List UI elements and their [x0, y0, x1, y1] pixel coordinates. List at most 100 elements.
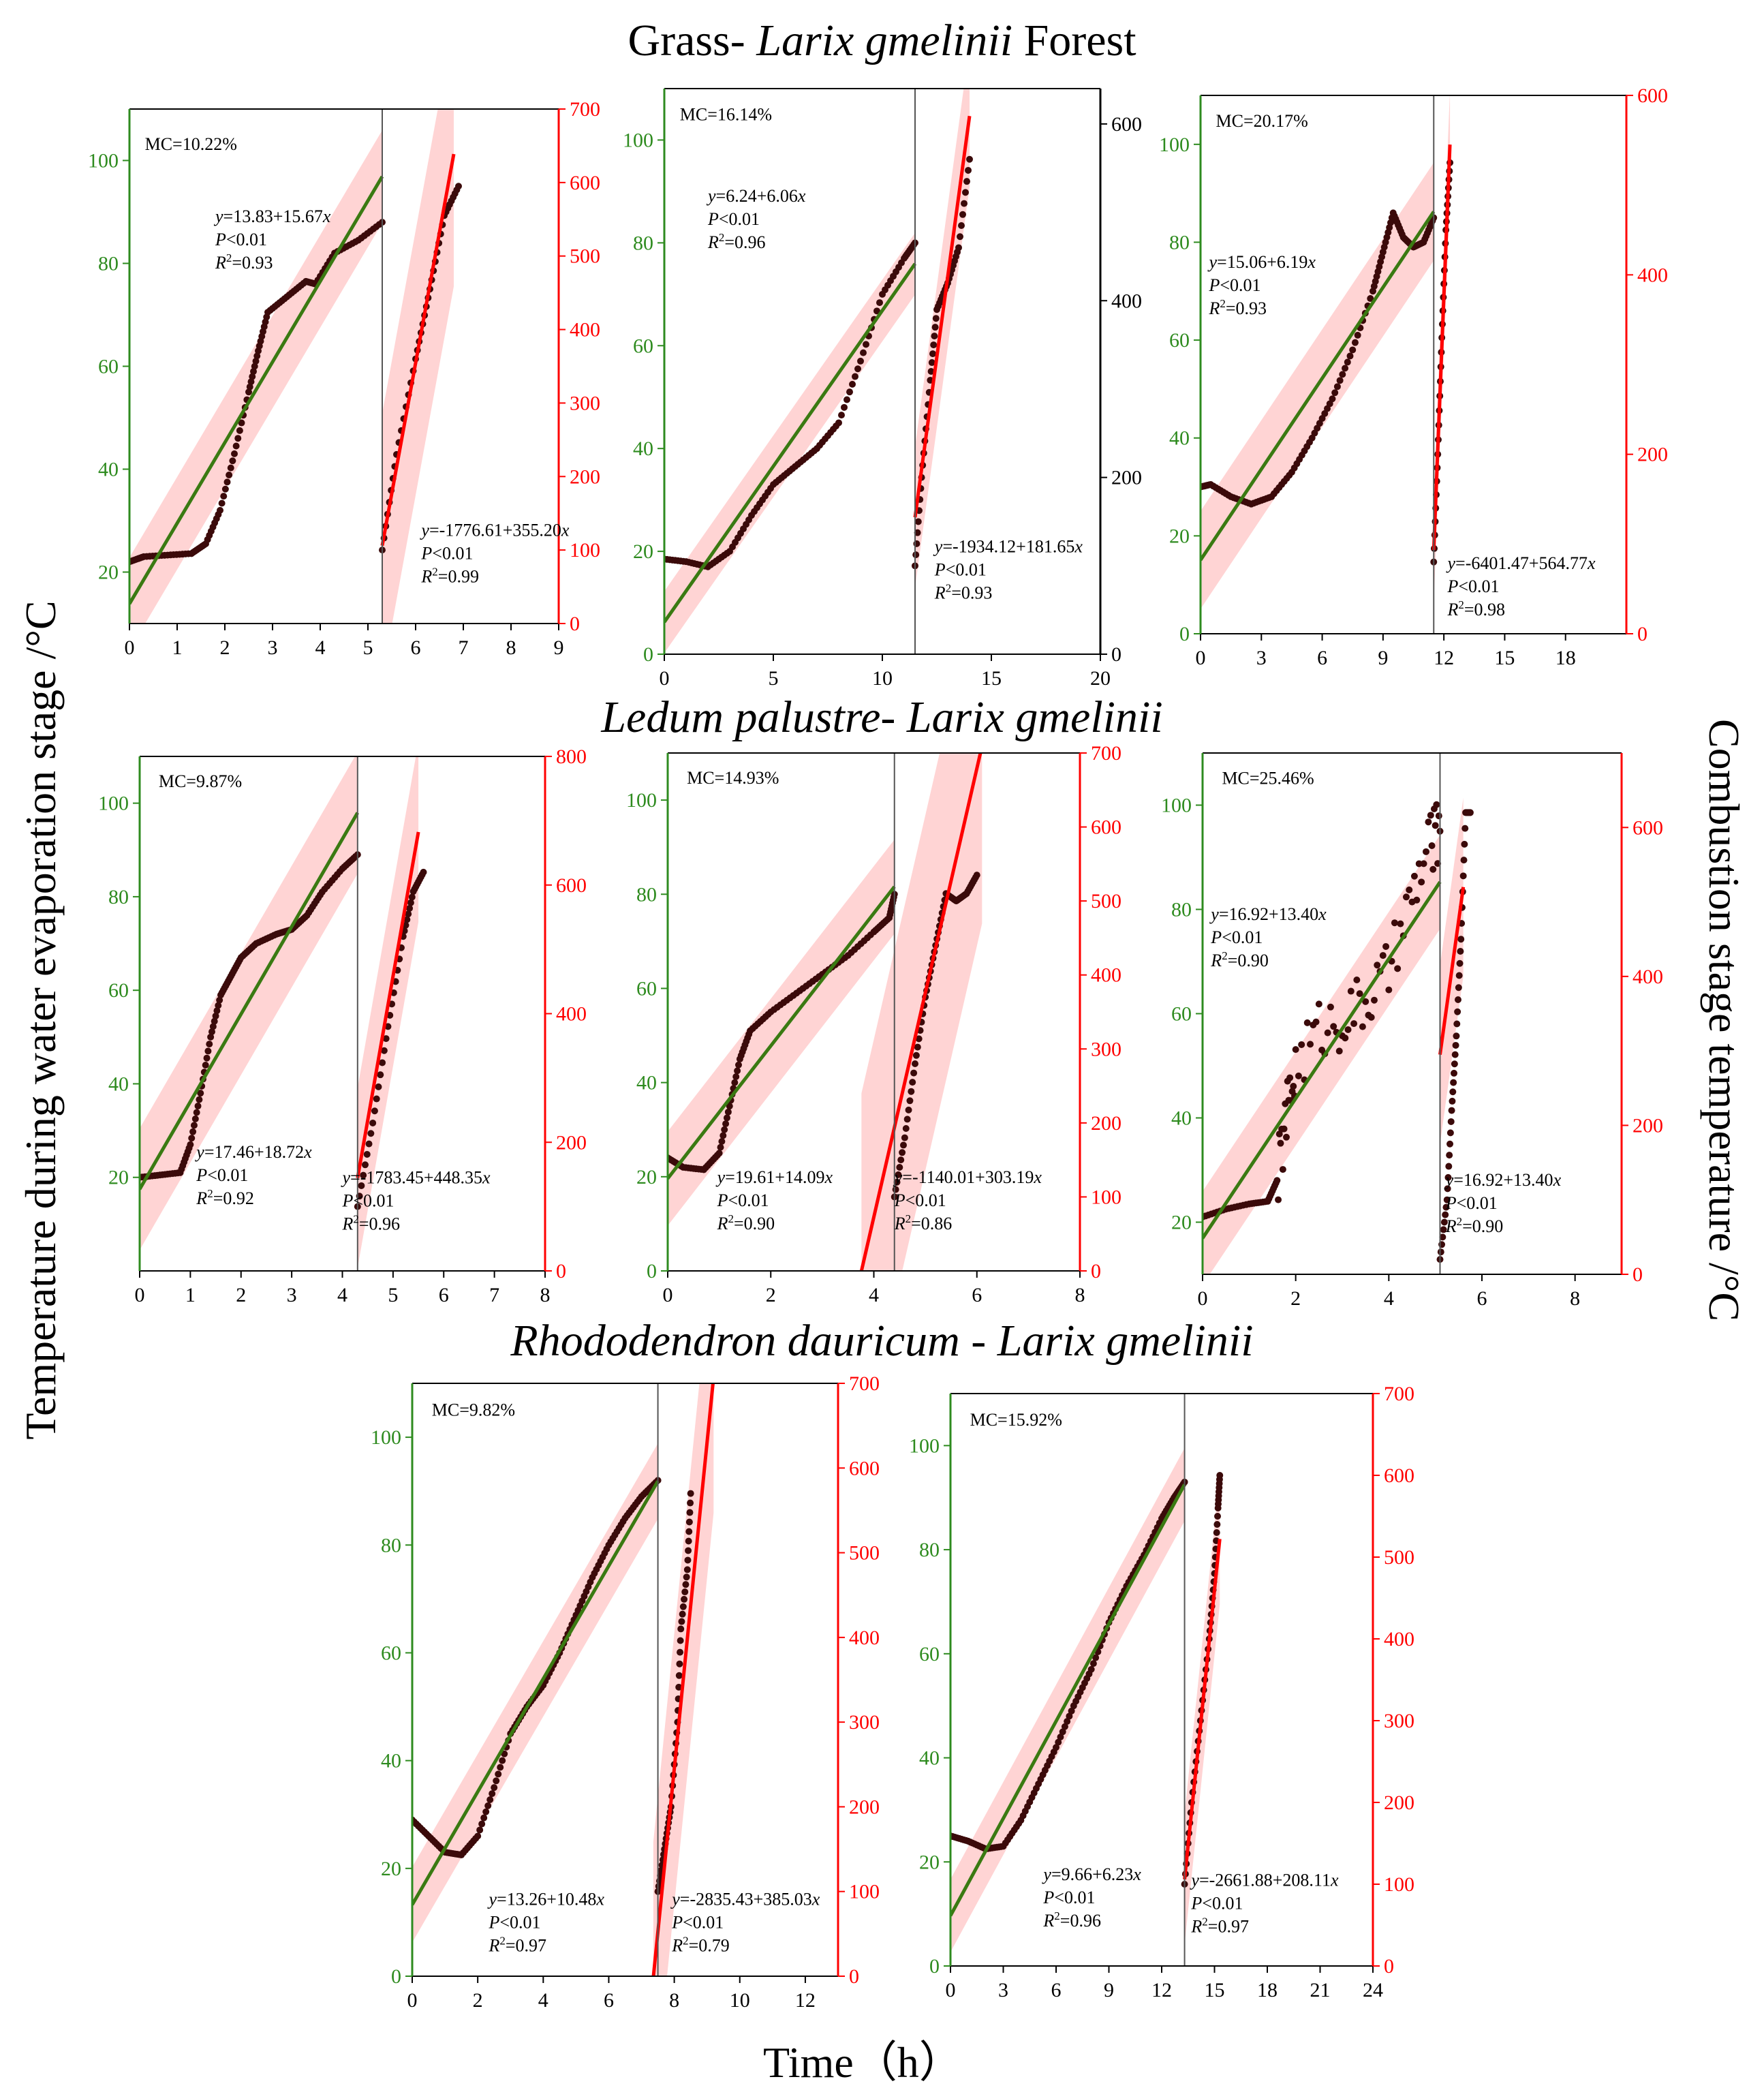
data-point-evaporation: [486, 1796, 494, 1803]
data-point-evaporation: [1418, 878, 1425, 886]
data-point-evaporation: [1339, 371, 1346, 378]
data-point-combustion: [1455, 984, 1462, 992]
data-point-combustion: [955, 244, 962, 251]
y-tick-label-right: 700: [570, 98, 600, 121]
chart-panel-5: 0 2 4 6 80204060801000100200300400500600700M…: [626, 742, 1121, 1306]
data-point-evaporation: [213, 1007, 221, 1015]
data-point-evaporation: [474, 1832, 482, 1840]
evaporation-fit-equation: y=16.92+13.40x: [1209, 904, 1327, 924]
y-tick-label-left: 100: [98, 793, 129, 815]
section-title-2: Ledum palustre- Larix gmelinii: [0, 692, 1764, 743]
data-point-evaporation: [1353, 977, 1361, 984]
y-tick-label-right: 500: [1384, 1546, 1414, 1569]
data-point-evaporation: [1406, 886, 1413, 893]
data-point-evaporation: [1370, 996, 1378, 1004]
x-tick-label: 0: [125, 636, 135, 659]
data-point-evaporation: [1435, 812, 1442, 820]
y-tick-label-right: 200: [556, 1131, 587, 1154]
y-tick-label-right: 600: [1637, 84, 1668, 107]
data-point-combustion: [358, 1182, 365, 1189]
data-point-evaporation: [1330, 1023, 1337, 1030]
data-point-evaporation: [1059, 1728, 1066, 1736]
y-tick-label-right: 400: [1633, 966, 1663, 988]
evaporation-fit-equation: y=6.24+6.06x: [706, 186, 806, 206]
data-point-combustion: [375, 1083, 382, 1090]
data-point-evaporation: [726, 1103, 733, 1110]
y-tick-label-left: 40: [98, 459, 119, 481]
combustion-fit-pvalue: P<0.01: [671, 1913, 724, 1933]
data-point-combustion: [932, 315, 940, 322]
x-tick-label: 21: [1310, 1979, 1331, 2001]
evaporation-fit-pvalue: P<0.01: [215, 230, 267, 249]
y-tick-label-left: 60: [98, 356, 119, 378]
y-tick-label-left: 80: [1169, 231, 1190, 253]
y-tick-label-left: 60: [1169, 329, 1190, 352]
x-tick-label: 6: [1051, 1979, 1062, 2001]
data-point-evaporation: [209, 1023, 217, 1030]
data-point-combustion: [405, 910, 412, 918]
data-point-evaporation: [190, 1122, 198, 1129]
data-point-evaporation: [493, 1777, 500, 1785]
x-tick-label: 6: [411, 636, 421, 659]
data-point-combustion: [1454, 996, 1461, 1004]
chart-panel-4: 0 1 2 3 4 5 6 7 8 20 40 60 80 100 0 200 400 600 800 MC=9.87…: [98, 746, 587, 1306]
x-tick-label: 4: [1384, 1287, 1394, 1310]
moisture-content-label: MC=9.87%: [159, 771, 242, 791]
plot-area: [950, 1448, 1224, 1952]
data-point-combustion: [420, 868, 427, 876]
combustion-fit-equation: y=-1934.12+181.65x: [933, 537, 1083, 557]
data-point-evaporation: [194, 1103, 202, 1110]
y-tick-label-left: 100: [1161, 795, 1192, 817]
data-point-combustion: [406, 904, 414, 912]
data-point-evaporation: [231, 450, 238, 457]
x-tick-label: 3: [1256, 647, 1267, 669]
y-tick-label-right: 0: [570, 613, 580, 635]
x-tick-label: 3: [998, 1979, 1008, 2001]
fit-line-combustion: [380, 153, 456, 547]
data-point-evaporation: [234, 435, 242, 442]
data-point-evaporation: [857, 357, 864, 365]
y-tick-label-right: 0: [1384, 1955, 1394, 1978]
data-point-evaporation: [844, 396, 850, 403]
x-tick-label: 2: [473, 1989, 483, 2012]
data-point-evaporation: [846, 388, 853, 396]
data-point-evaporation: [480, 1814, 488, 1822]
data-point-combustion: [963, 178, 970, 185]
y-tick-label-right: 800: [556, 746, 587, 768]
data-point-evaporation: [1331, 389, 1339, 397]
x-tick-label: 5: [769, 667, 779, 690]
combustion-fit-pvalue: P<0.01: [1190, 1893, 1243, 1913]
data-point-combustion: [679, 1603, 687, 1610]
moisture-content-label: MC=9.82%: [432, 1400, 515, 1419]
fit-line-evaporation: [1201, 211, 1436, 562]
y-tick-label-left: 60: [636, 977, 657, 1000]
data-point-combustion: [1451, 1060, 1458, 1068]
data-point-evaporation: [232, 442, 240, 450]
x-tick-label: 0: [1198, 1287, 1208, 1310]
x-tick-label: 0: [660, 667, 670, 690]
plot-area: [1201, 95, 1454, 609]
x-tick-label: 6: [1477, 1287, 1487, 1310]
data-point-evaporation: [1427, 812, 1434, 819]
data-point-combustion: [927, 368, 935, 375]
data-point-combustion: [959, 211, 966, 218]
y-tick-label-left: 20: [108, 1167, 129, 1189]
x-tick-label: 1: [185, 1284, 196, 1306]
data-point-evaporation: [1068, 1707, 1075, 1715]
y-tick-label-right: 600: [849, 1457, 880, 1479]
data-point-combustion: [683, 1566, 691, 1573]
data-point-evaporation: [1433, 801, 1440, 808]
data-point-evaporation: [220, 493, 228, 500]
x-tick-label: 9: [1104, 1979, 1114, 2001]
data-point-evaporation: [218, 500, 226, 507]
data-point-combustion: [1449, 1088, 1457, 1096]
data-point-combustion: [455, 183, 462, 190]
data-point-evaporation: [1298, 1041, 1305, 1048]
data-point-evaporation: [734, 1061, 742, 1069]
data-point-evaporation: [476, 1826, 484, 1834]
evaporation-fit-pvalue: P<0.01: [1209, 275, 1261, 295]
plot-area: [140, 756, 427, 1268]
y-tick-label-right: 0: [1091, 1260, 1101, 1282]
data-point-evaporation: [1350, 1020, 1358, 1028]
